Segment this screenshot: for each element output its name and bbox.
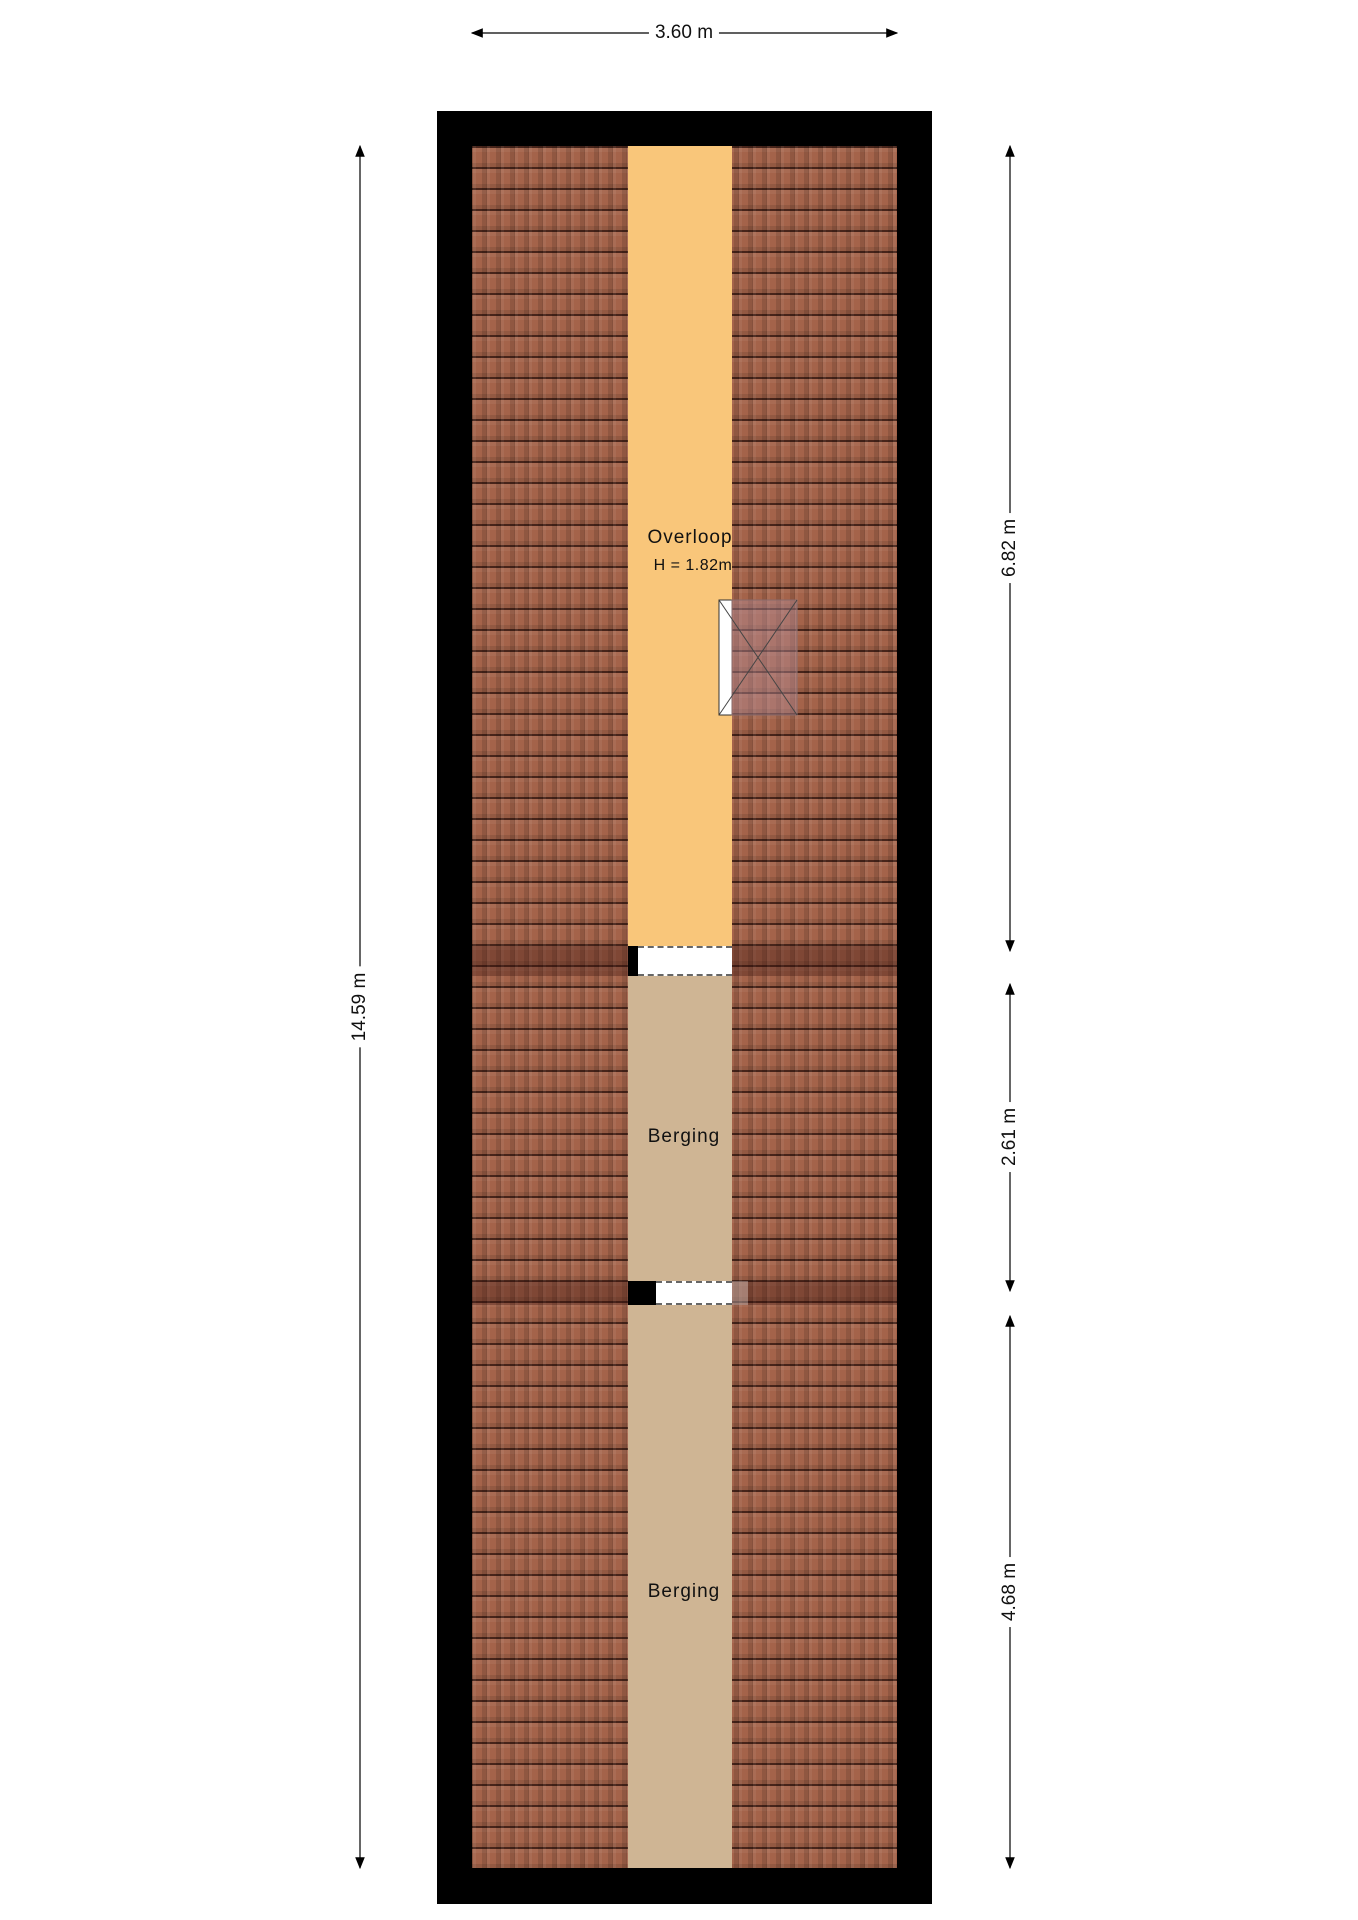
wall-segment <box>628 1281 656 1305</box>
wall-segment <box>628 946 638 976</box>
room-label-berging-2: Berging <box>647 1581 721 1602</box>
width-dimension-label: 3.60 m <box>648 22 720 44</box>
doorway-ghost <box>732 1281 748 1305</box>
room-height-label: H = 1.82m <box>653 557 733 574</box>
room-label-overloop: Overloop <box>647 527 733 548</box>
room-label-berging-1: Berging <box>647 1126 721 1147</box>
segment-2-dimension-label: 2.61 m <box>999 1101 1021 1173</box>
stair-hatch-icon <box>718 599 798 716</box>
doorway <box>638 946 732 976</box>
total-length-dimension-label: 14.59 m <box>349 966 371 1048</box>
segment-1-dimension-label: 6.82 m <box>999 512 1021 584</box>
room-overloop <box>628 146 732 946</box>
room-berging-1 <box>628 976 732 1281</box>
room-berging-2 <box>628 1305 732 1868</box>
segment-3-dimension-label: 4.68 m <box>999 1556 1021 1628</box>
doorway <box>656 1281 732 1305</box>
